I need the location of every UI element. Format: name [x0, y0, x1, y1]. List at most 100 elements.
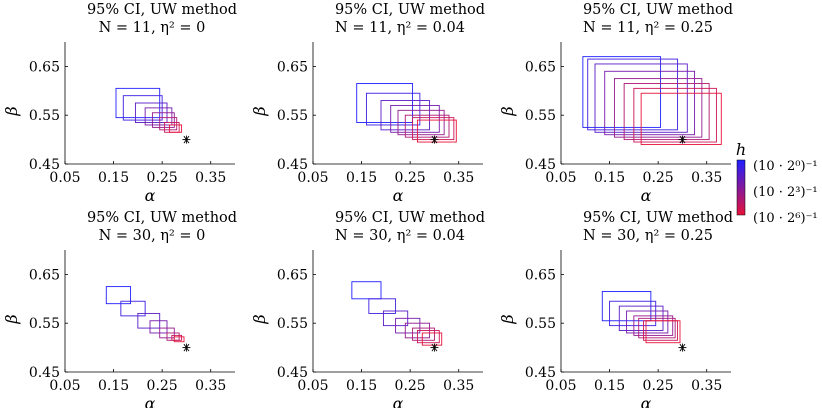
ci-rectangle	[623, 83, 710, 141]
ci-rectangle	[173, 336, 185, 343]
ci-rectangle	[404, 114, 450, 138]
y-axis-label: β	[498, 106, 517, 116]
colorbar-bar	[736, 159, 746, 216]
y-axis-label: β	[2, 106, 21, 116]
ci-rectangle	[105, 286, 132, 305]
ci-rectangle	[416, 119, 457, 143]
ci-rectangle	[412, 327, 435, 341]
x-tick-label: 0.25	[643, 170, 674, 186]
ci-rectangle	[120, 300, 146, 317]
ci-rectangle	[351, 281, 382, 300]
x-axis-label: α	[641, 394, 652, 408]
true-value-marker	[678, 343, 687, 352]
y-tick-label: 0.65	[525, 59, 556, 75]
x-tick-label: 0.25	[395, 378, 426, 394]
ci-rectangle	[582, 56, 662, 128]
subplot-title: 95% CI, UW method	[583, 2, 733, 18]
ci-rectangle	[168, 124, 183, 133]
y-tick-label: 0.65	[277, 59, 308, 75]
ci-rectangle	[633, 87, 717, 143]
x-tick-label: 0.25	[147, 378, 178, 394]
y-tick-label: 0.55	[277, 316, 308, 332]
subplot-title: 95% CI, UW method	[87, 210, 237, 226]
subplot-subtitle: N = 11, η² = 0.25	[583, 20, 713, 36]
x-tick-label: 0.05	[297, 170, 328, 186]
subplot: 0.05 0.15 0.25 0.35 0.45 0.55 0.65 α β 95% CI, UW…	[2, 2, 237, 205]
y-axis-label: β	[498, 314, 517, 324]
x-axis-label: α	[393, 186, 404, 205]
subplot: 0.05 0.15 0.25 0.35 0.45 0.55 0.65 α β 95% CI, UW…	[498, 2, 733, 205]
x-tick-label: 0.15	[346, 378, 377, 394]
ci-rectangle	[640, 92, 722, 145]
true-value-marker	[430, 343, 439, 352]
y-tick-label: 0.65	[525, 267, 556, 283]
x-axis-label: α	[145, 186, 156, 205]
ci-rectangle	[397, 109, 445, 136]
ci-rectangle	[149, 320, 168, 334]
x-axis-label: α	[393, 394, 404, 408]
colorbar-tick-label: (10 · 2³)⁻¹	[753, 185, 818, 200]
true-value-marker	[430, 135, 439, 144]
ci-rectangle	[144, 107, 173, 126]
y-tick-label: 0.55	[525, 316, 556, 332]
ci-rectangle	[421, 332, 443, 346]
y-axis-label: β	[250, 106, 269, 116]
ci-rectangle	[356, 83, 414, 123]
y-tick-label: 0.65	[29, 267, 60, 283]
y-tick-label: 0.45	[277, 365, 308, 381]
true-value-marker	[678, 135, 687, 144]
colorbar-tick-label: (10 · 2⁶)⁻¹	[753, 211, 818, 226]
ci-rectangle	[368, 298, 397, 314]
true-value-marker	[182, 135, 191, 144]
ci-rectangle	[365, 92, 421, 126]
x-tick-label: 0.35	[195, 378, 226, 394]
x-tick-label: 0.05	[545, 170, 576, 186]
x-tick-label: 0.25	[643, 378, 674, 394]
colorbar-tick-label: (10 · 2⁰)⁻¹	[753, 159, 818, 174]
true-value-marker	[182, 343, 191, 352]
x-tick-label: 0.05	[49, 378, 80, 394]
subplot: 0.05 0.15 0.25 0.35 0.45 0.55 0.65 α β 95% CI, UW…	[250, 2, 485, 205]
subplot-subtitle: N = 30, η² = 0.25	[583, 228, 713, 244]
ci-rectangle	[171, 334, 183, 341]
subplot: 0.05 0.15 0.25 0.35 0.45 0.55 0.65 α β 95% CI, UW…	[2, 210, 237, 408]
y-tick-label: 0.55	[29, 316, 60, 332]
x-tick-label: 0.15	[98, 170, 129, 186]
subplot-subtitle: N = 30, η² = 0.04	[335, 228, 465, 244]
x-axis-label: α	[641, 186, 652, 205]
x-tick-label: 0.35	[195, 170, 226, 186]
subplot-subtitle: N = 30, η² = 0	[99, 228, 206, 244]
subplot-subtitle: N = 11, η² = 0.04	[335, 20, 465, 36]
ci-rectangle	[638, 317, 676, 339]
y-tick-label: 0.65	[29, 59, 60, 75]
x-tick-label: 0.05	[297, 378, 328, 394]
ci-rectangle	[395, 317, 421, 334]
subplot: 0.05 0.15 0.25 0.35 0.45 0.55 0.65 α β 95% CI, UW…	[250, 210, 485, 408]
ci-rectangle	[626, 310, 669, 334]
y-tick-label: 0.45	[525, 157, 556, 173]
ci-rectangle	[412, 117, 455, 141]
colorbar: h (10 · 2⁰)⁻¹ (10 · 2³)⁻¹ (10 · 2⁶)⁻¹	[736, 140, 818, 226]
ci-rectangle	[151, 112, 175, 128]
x-tick-label: 0.15	[346, 170, 377, 186]
subplot: 0.05 0.15 0.25 0.35 0.45 0.55 0.65 α β 95% CI, UW…	[498, 210, 733, 408]
y-tick-label: 0.45	[277, 157, 308, 173]
subplot-title: 95% CI, UW method	[583, 210, 733, 226]
ci-rectangle	[645, 320, 681, 344]
ci-rectangle	[633, 315, 674, 336]
x-tick-label: 0.15	[594, 170, 625, 186]
ci-rectangle	[587, 58, 679, 131]
x-tick-label: 0.25	[147, 170, 178, 186]
subplot-subtitle: N = 11, η² = 0	[99, 20, 206, 36]
subplot-title: 95% CI, UW method	[335, 210, 485, 226]
y-tick-label: 0.55	[525, 108, 556, 124]
y-tick-label: 0.55	[277, 108, 308, 124]
y-axis-label: β	[250, 314, 269, 324]
y-tick-label: 0.45	[525, 365, 556, 381]
y-tick-label: 0.65	[277, 267, 308, 283]
x-tick-label: 0.05	[545, 378, 576, 394]
x-tick-label: 0.35	[691, 378, 722, 394]
x-tick-label: 0.15	[594, 378, 625, 394]
subplot-title: 95% CI, UW method	[335, 2, 485, 18]
x-tick-label: 0.25	[395, 170, 426, 186]
